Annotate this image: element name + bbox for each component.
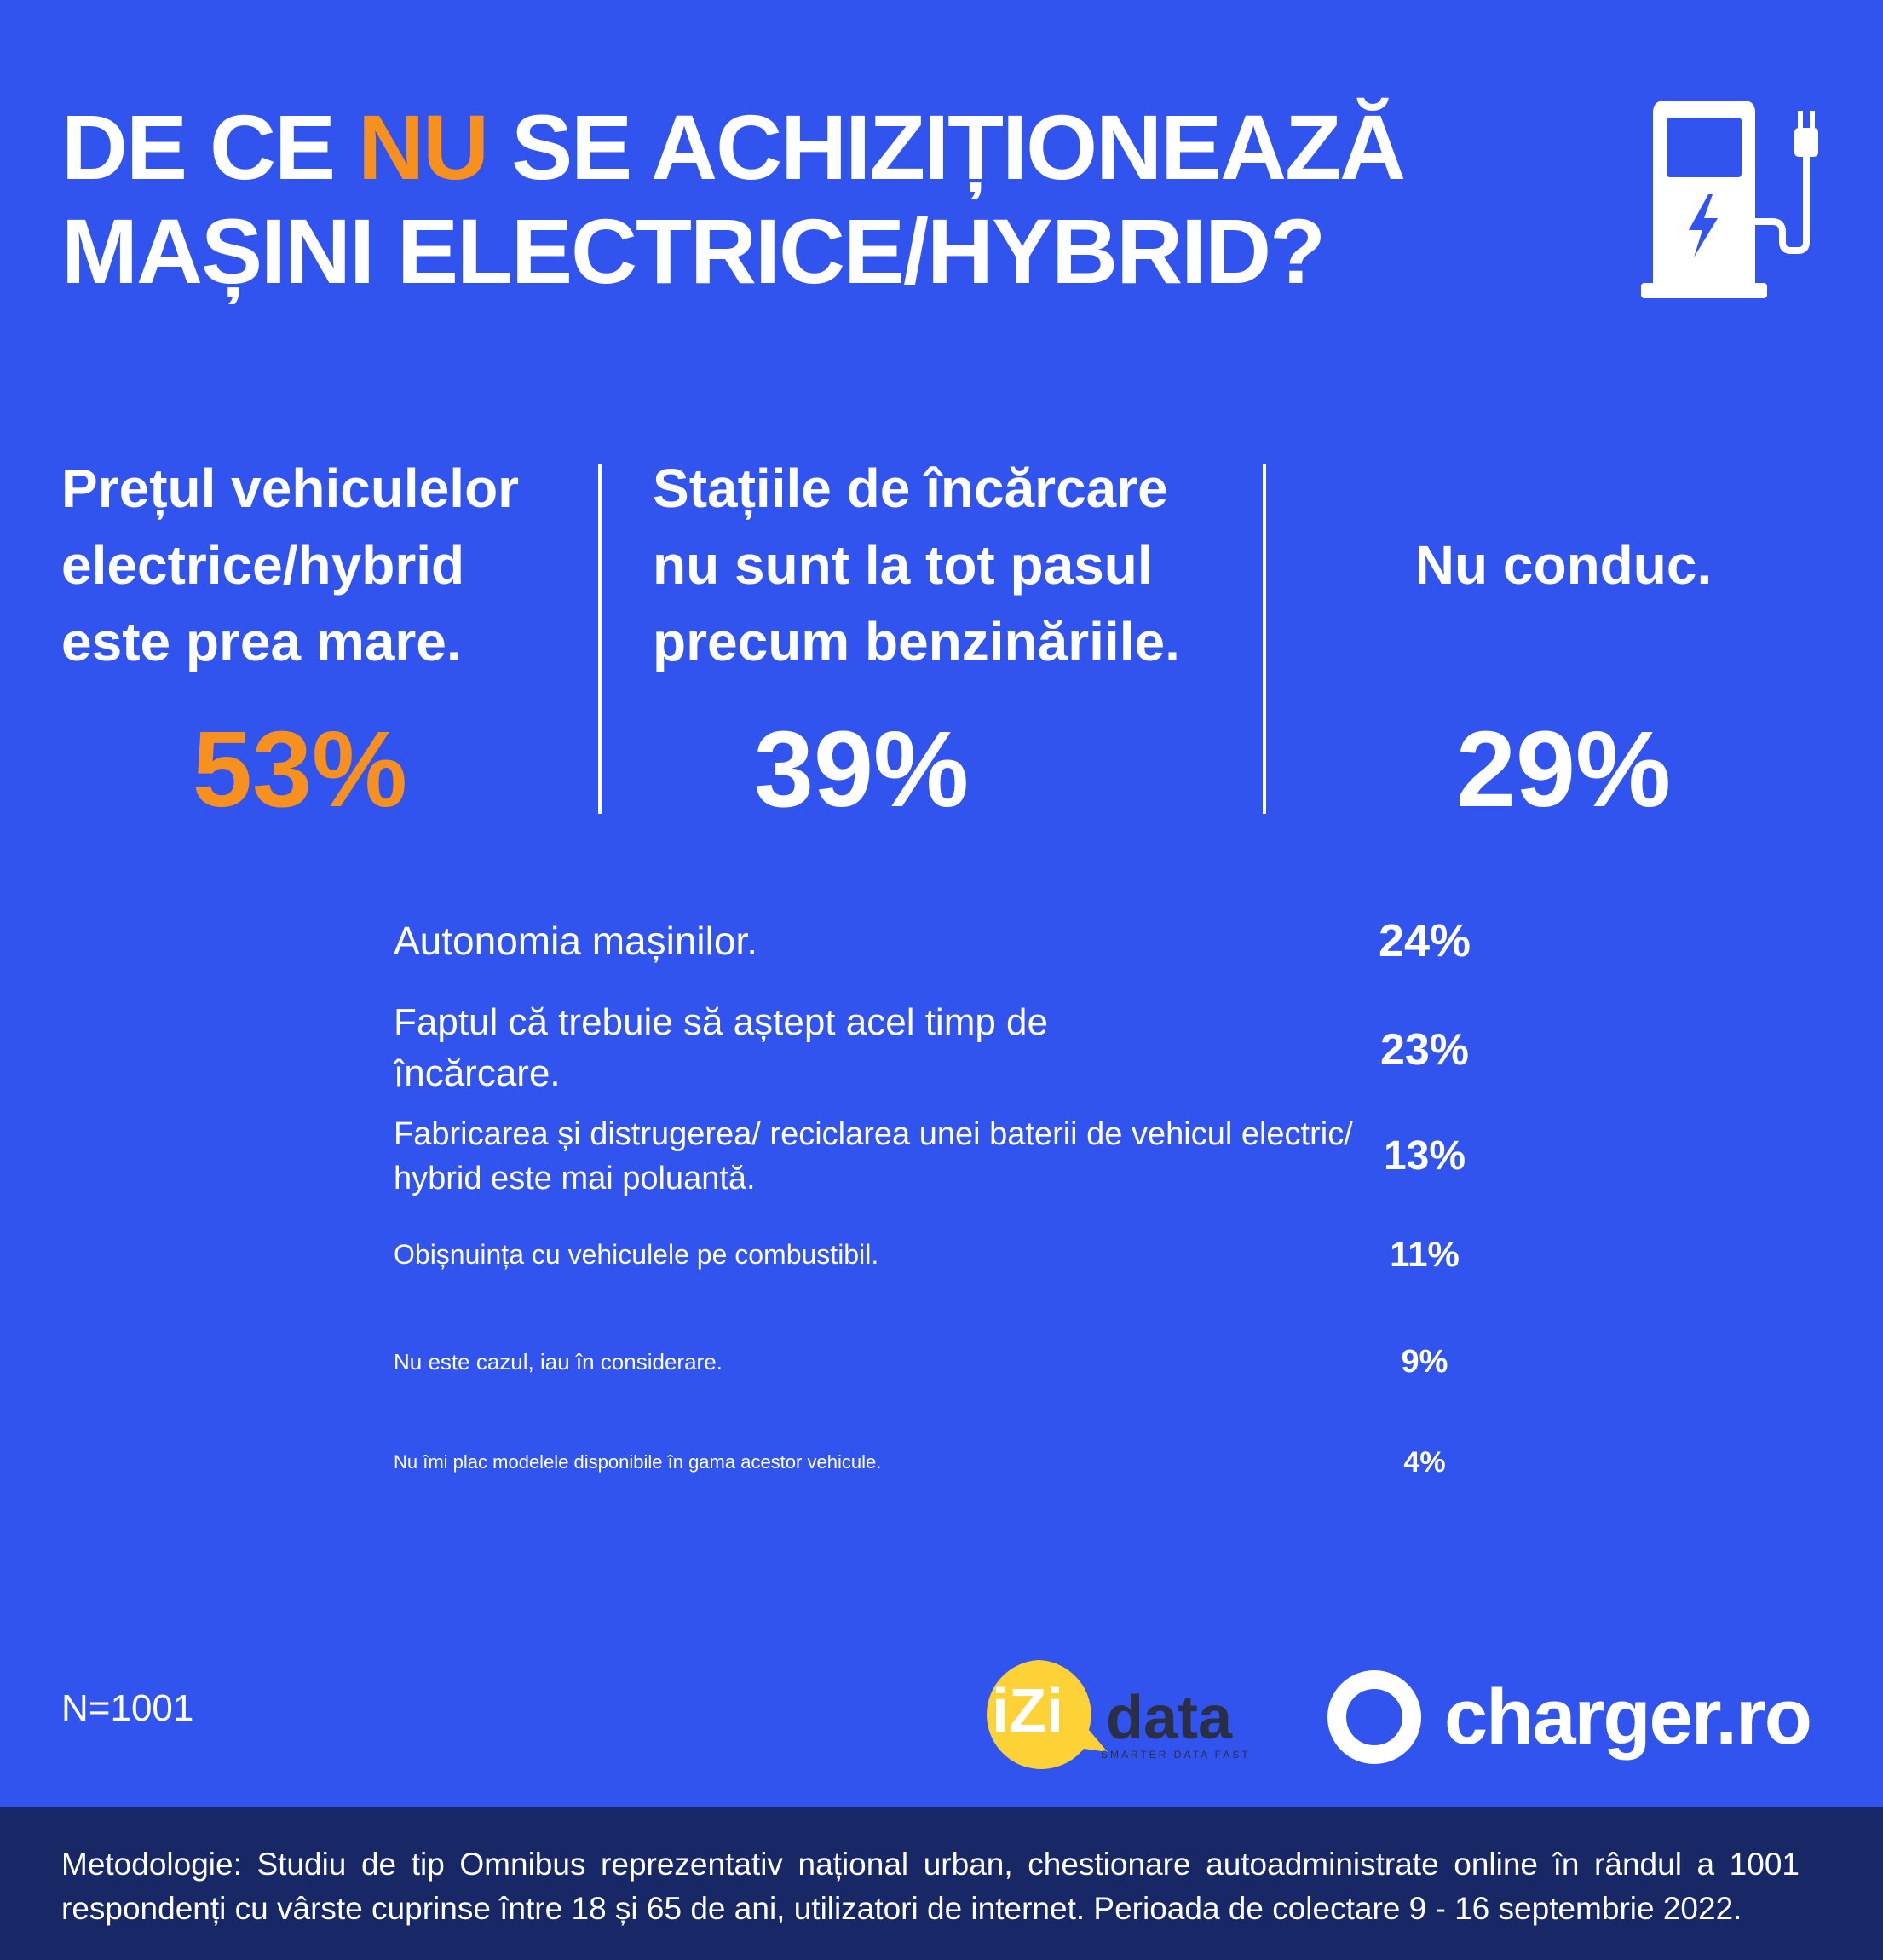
stat-label-charging-stations: Stațiile de încărcare nu sunt la tot pas… [653,458,1180,672]
title-line2: MAȘINI ELECTRICE/HYBRID? [61,199,1326,303]
methodology-footer: Metodologie: Studiu de tip Omnibus repre… [0,1807,1883,1960]
izi-data-logo: iZi data SMARTER DATA FAST [980,1653,1287,1781]
reason-value: 9% [1401,1344,1448,1380]
reason-label: Autonomia mașinilor. [394,919,757,963]
stat-column-price: Prețul vehiculelor electrice/hybrid este… [61,450,573,825]
reason-value: 13% [1383,1133,1466,1179]
reason-label: Faptul că trebuie să aștept acel timp de… [394,1001,1048,1094]
data-logo-text: data [1106,1684,1233,1752]
reason-value: 11% [1390,1234,1460,1274]
title-line1-end: SE ACHIZIȚIONEAZĂ [487,95,1406,199]
page-title: DE CE NU SE ACHIZIȚIONEAZĂ MAȘINI ELECTR… [61,95,1595,303]
reason-value: 24% [1378,915,1471,966]
column-divider [1263,464,1266,814]
stat-column-charging-stations: Stațiile de încărcare nu sunt la tot pas… [653,450,1232,825]
stat-value-price: 53% [192,709,408,829]
methodology-text: Metodologie: Studiu de tip Omnibus repre… [61,1847,1800,1926]
izi-bubble-shape [987,1660,1108,1769]
title-accent-word: NU [358,95,489,199]
reason-label: Nu este cazul, iau în considerare. [394,1349,723,1375]
reason-value: 4% [1403,1446,1446,1479]
reason-value: 23% [1379,1025,1470,1075]
lightning-bolt-icon [1689,194,1718,257]
title-line1-start: DE CE [61,95,359,199]
reason-label: Fabricarea și distrugerea/ reciclarea un… [394,1116,1353,1196]
ev-charging-station-icon [1641,101,1818,298]
stat-value-charging-stations: 39% [753,709,970,829]
sample-size: N=1001 [61,1687,194,1729]
stat-label-price: Prețul vehiculelor electrice/hybrid este… [61,458,520,672]
charger-ro-logo: charger.ro [1325,1670,1812,1764]
stat-label-no-driving: Nu conduc. [1414,534,1713,596]
izi-logo-text: iZi [992,1677,1063,1745]
charger-logo-text: charger.ro [1444,1674,1812,1761]
stat-value-no-driving: 29% [1455,709,1672,829]
charger-ring-icon [1327,1670,1421,1764]
column-divider [598,464,602,814]
izi-logo-tagline: SMARTER DATA FAST [1101,1749,1251,1761]
reason-label: Nu îmi plac modelele disponibile în gama… [394,1451,882,1473]
reason-label: Obișnuința cu vehiculele pe combustibil. [394,1239,879,1270]
